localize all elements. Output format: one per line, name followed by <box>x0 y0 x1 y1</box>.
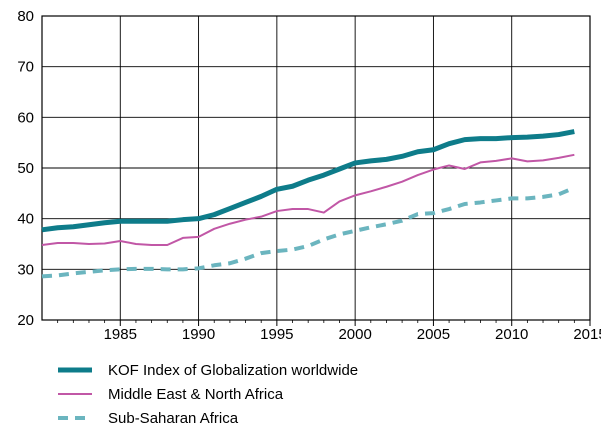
x-tick-label: 2005 <box>417 326 450 343</box>
y-tick-label: 30 <box>17 261 34 278</box>
x-tick-label: 1985 <box>104 326 137 343</box>
y-tick-label: 20 <box>17 312 34 329</box>
series-line-0 <box>41 129 575 233</box>
plot-area <box>41 15 591 321</box>
series-line-2 <box>41 185 576 279</box>
legend-label-2: Sub-Saharan Africa <box>108 410 239 427</box>
legend-label-0: KOF Index of Globalization worldwide <box>108 362 358 379</box>
legend-label-1: Middle East & North Africa <box>108 386 284 403</box>
x-axis: 1985 1990 1995 2000 2005 2010 2015 <box>57 320 601 343</box>
y-tick-label: 50 <box>17 160 34 177</box>
y-tick-label: 60 <box>17 109 34 126</box>
x-tick-label: 2010 <box>495 326 528 343</box>
y-tick-label: 70 <box>17 59 34 76</box>
grid <box>42 15 590 321</box>
x-tick-label: 2015 <box>573 326 601 343</box>
y-tick-label: 80 <box>17 8 34 25</box>
x-tick-label: 2000 <box>338 326 371 343</box>
x-tick-label: 1995 <box>260 326 293 343</box>
y-tick-label: 40 <box>17 211 34 228</box>
legend: KOF Index of Globalization worldwide Midd… <box>58 362 358 427</box>
series-line-1 <box>41 153 575 247</box>
series-layer <box>41 129 576 279</box>
y-axis: 20 30 40 50 60 70 80 <box>17 8 34 329</box>
x-tick-label: 1990 <box>182 326 215 343</box>
